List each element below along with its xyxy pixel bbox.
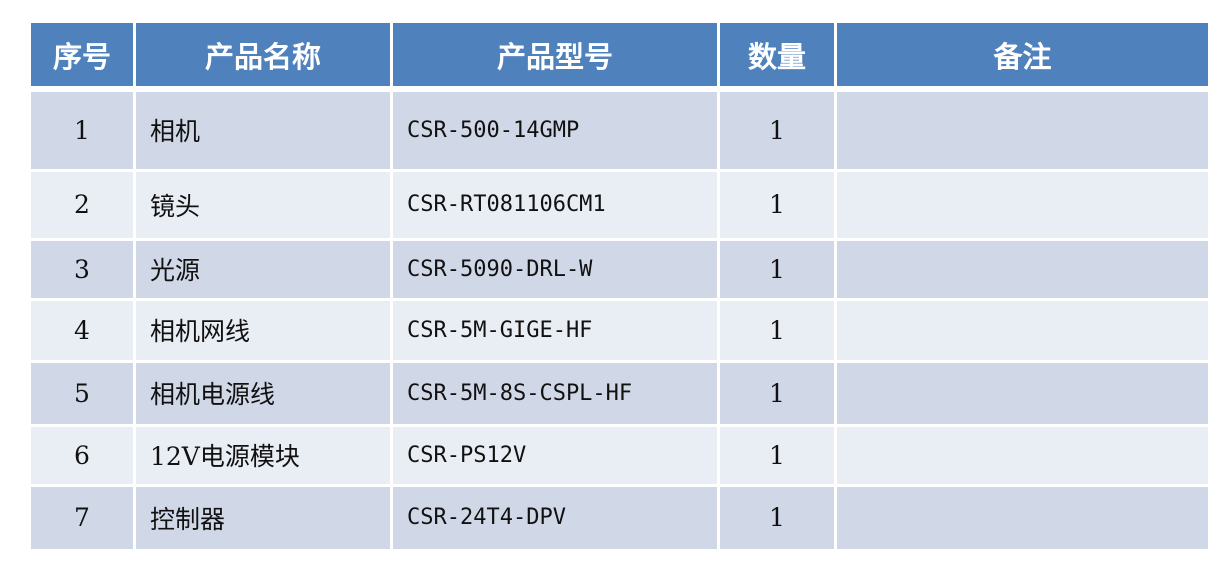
cell-qty: 1 [717, 483, 837, 552]
cell-model: CSR-5090-DRL-W [390, 237, 720, 301]
cell-note [834, 297, 1211, 363]
header-qty: 数量 [717, 20, 837, 92]
cell-model: CSR-PS12V [390, 423, 720, 487]
cell-name: 镜头 [133, 168, 393, 241]
cell-model: CSR-5M-8S-CSPL-HF [390, 359, 720, 427]
table-row: 6 12V电源模块 CSR-PS12V 1 [28, 423, 1211, 487]
header-note: 备注 [834, 20, 1211, 92]
cell-name: 相机电源线 [133, 359, 393, 427]
cell-qty: 1 [717, 297, 837, 363]
cell-note [834, 168, 1211, 241]
cell-note [834, 237, 1211, 301]
cell-no: 3 [28, 237, 136, 301]
cell-qty: 1 [717, 237, 837, 301]
cell-qty: 1 [717, 359, 837, 427]
cell-model: CSR-RT081106CM1 [390, 168, 720, 241]
cell-model: CSR-500-14GMP [390, 87, 720, 172]
table-row: 3 光源 CSR-5090-DRL-W 1 [28, 237, 1211, 301]
cell-model: CSR-24T4-DPV [390, 483, 720, 552]
cell-name: 相机网线 [133, 297, 393, 363]
cell-note [834, 359, 1211, 427]
cell-name: 12V电源模块 [133, 423, 393, 487]
header-name: 产品名称 [133, 20, 393, 92]
cell-note [834, 87, 1211, 172]
cell-note [834, 483, 1211, 552]
cell-no: 6 [28, 423, 136, 487]
table-row: 7 控制器 CSR-24T4-DPV 1 [28, 483, 1211, 552]
cell-no: 2 [28, 168, 136, 241]
header-model: 产品型号 [390, 20, 720, 92]
cell-model: CSR-5M-GIGE-HF [390, 297, 720, 363]
cell-qty: 1 [717, 423, 837, 487]
table-row: 4 相机网线 CSR-5M-GIGE-HF 1 [28, 297, 1211, 363]
cell-name: 相机 [133, 87, 393, 172]
cell-no: 5 [28, 359, 136, 427]
cell-name: 光源 [133, 237, 393, 301]
table-row: 1 相机 CSR-500-14GMP 1 [28, 87, 1211, 172]
table-row: 5 相机电源线 CSR-5M-8S-CSPL-HF 1 [28, 359, 1211, 427]
header-no: 序号 [28, 20, 136, 92]
table-row: 2 镜头 CSR-RT081106CM1 1 [28, 168, 1211, 241]
cell-no: 7 [28, 483, 136, 552]
cell-note [834, 423, 1211, 487]
cell-no: 4 [28, 297, 136, 363]
cell-no: 1 [28, 87, 136, 172]
product-table: 序号 产品名称 产品型号 数量 备注 1 相机 CSR-500-14GMP 1 2 镜头 C… [28, 20, 1211, 552]
cell-name: 控制器 [133, 483, 393, 552]
cell-qty: 1 [717, 168, 837, 241]
header-row: 序号 产品名称 产品型号 数量 备注 [28, 20, 1211, 92]
cell-qty: 1 [717, 87, 837, 172]
